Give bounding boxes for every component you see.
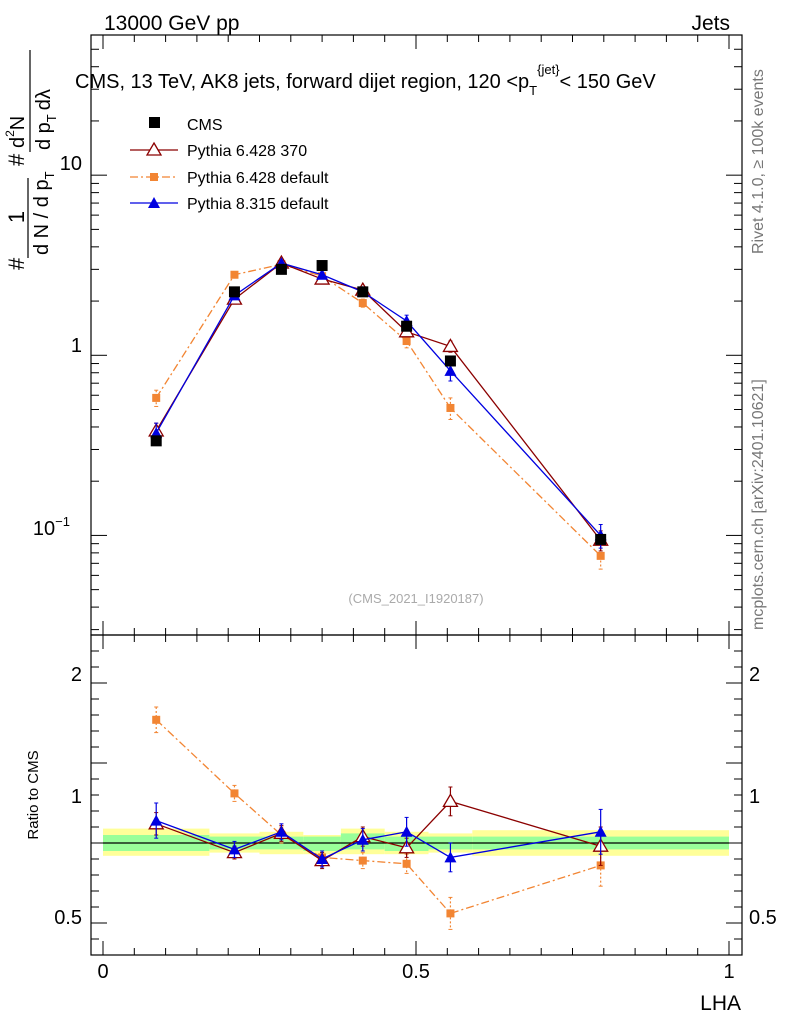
main-point-cms-7 (595, 533, 607, 545)
ratio-point-pythia8-default-6 (444, 851, 457, 863)
svg-text:d pTdλ: d pTdλ (33, 89, 59, 150)
ratio-point-pythia8-default-1 (228, 843, 241, 855)
svg-text:1: 1 (4, 211, 29, 223)
green-band-3 (303, 836, 341, 851)
main-point-pythia6-default-0 (152, 393, 161, 402)
svg-text:d2N: d2N (3, 116, 29, 148)
ratio-point-pythia6-default-6 (446, 909, 455, 918)
header-left-label: 13000 GeV pp (104, 12, 239, 35)
legend-label-pythia6-default: Pythia 6.428 default (187, 170, 329, 187)
main-point-pythia6-default-7 (596, 551, 605, 560)
main-point-pythia8-default-3 (316, 268, 329, 280)
main-line-pythia6-370 (155, 262, 602, 541)
legend-marker-cms (149, 117, 160, 128)
ratio-point-pythia8-default-4 (356, 833, 369, 845)
main-point-pythia8-default-0 (150, 427, 163, 439)
main-point-pythia6-default-4 (358, 299, 367, 308)
ratio-tick-label-1-left: 1 (71, 786, 82, 808)
svg-text:#: # (4, 257, 29, 270)
ratio-panel-series (148, 706, 609, 930)
main-point-cms-1 (228, 286, 240, 298)
y-tick-label-0.1: 10−1 (33, 514, 70, 540)
chart-title: CMS, 13 TeV, AK8 jets, forward dijet reg… (75, 62, 656, 98)
ratio-line-pythia8-default (155, 819, 601, 860)
ratio-tick-label-0.5-left: 0.5 (54, 907, 82, 929)
main-point-pythia6-default-1 (230, 270, 239, 279)
ratio-tick-label-0.5-right: 0.5 (749, 907, 777, 929)
x-tick-label-1: 1 (723, 961, 734, 983)
ratio-point-pythia8-default-3 (316, 853, 329, 864)
ratio-point-pythia6-default-1 (230, 789, 239, 798)
ratio-tick-label-2-right: 2 (749, 664, 760, 686)
ratio-point-pythia8-default-5 (400, 825, 413, 837)
ratio-point-pythia6-default-0 (152, 715, 161, 724)
header-right-label: Jets (691, 12, 730, 35)
legend-label-cms: CMS (187, 117, 223, 134)
y-axis-label: # 1 d N / d pT # d2N d pTdλ (3, 50, 59, 270)
main-point-cms-6 (444, 355, 456, 367)
ratio-point-pythia6-370-5 (398, 839, 415, 854)
x-tick-label-0: 0 (97, 961, 108, 983)
ratio-tick-label-2-left: 2 (71, 664, 82, 686)
main-point-cms-4 (357, 286, 369, 298)
main-point-cms-3 (316, 260, 328, 272)
main-point-cms-5 (401, 320, 413, 332)
main-line-pythia8-default (155, 262, 602, 536)
main-point-cms-0 (150, 435, 162, 447)
ratio-y-axis-label: Ratio to CMS (25, 750, 42, 839)
svg-text:#: # (4, 153, 29, 166)
legend-label-pythia6-370: Pythia 6.428 370 (187, 143, 307, 160)
mcplots-label: mcplots.cern.ch [arXiv:2401.10621] (750, 379, 767, 630)
ratio-point-pythia8-default-0 (150, 814, 163, 826)
ratio-point-pythia6-370-6 (442, 793, 459, 808)
ratio-point-pythia6-default-4 (358, 856, 367, 865)
legend: CMS Pythia 6.428 370 Pythia 6.428 defaul… (130, 117, 329, 213)
x-axis-label: LHA (700, 992, 741, 1015)
ratio-line-pythia6-370 (155, 800, 601, 862)
main-point-pythia6-default-6 (446, 403, 455, 412)
legend-label-pythia8-default: Pythia 8.315 default (187, 196, 329, 213)
ratio-point-pythia8-default-7 (594, 825, 607, 837)
main-point-pythia6-370-6 (442, 338, 459, 353)
y-tick-label-1: 1 (71, 335, 82, 357)
ratio-panel-frame (90, 634, 743, 956)
analysis-id-watermark: (CMS_2021_I1920187) (348, 591, 483, 606)
rivet-version-label: Rivet 4.1.0, ≥ 100k events (750, 69, 767, 254)
ratio-tick-label-1-right: 1 (749, 786, 760, 808)
main-panel-series (148, 254, 609, 570)
y-tick-label-10: 10 (60, 153, 82, 175)
ratio-point-pythia8-default-2 (275, 825, 288, 837)
x-tick-label-0.5: 0.5 (402, 961, 430, 983)
ratio-line-pythia6-default (155, 719, 601, 915)
ratio-point-pythia6-default-5 (402, 859, 411, 868)
svg-text:d N / d pT: d N / d pT (31, 171, 57, 255)
legend-marker-pythia6-370 (145, 141, 163, 156)
main-point-pythia6-default-5 (402, 337, 411, 346)
axis-ticks (91, 34, 742, 956)
legend-marker-pythia6-default (150, 173, 158, 181)
ratio-uncertainty-bands (103, 828, 729, 856)
legend-marker-pythia8-default (148, 197, 160, 208)
main-point-pythia8-default-6 (444, 364, 457, 376)
main-point-cms-2 (275, 263, 287, 275)
main-line-pythia6-default (155, 263, 602, 557)
